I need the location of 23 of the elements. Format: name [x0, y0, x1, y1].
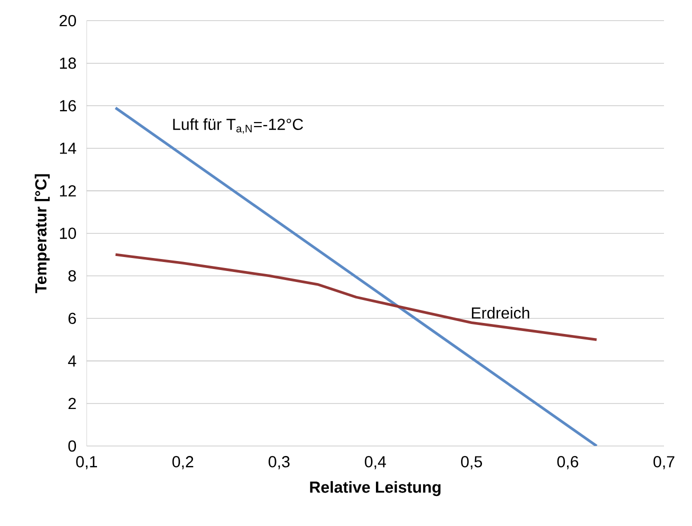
- x-tick-label: 0,6: [557, 456, 578, 470]
- x-tick-label: 0,2: [172, 456, 194, 470]
- y-tick-label: 10: [60, 228, 76, 239]
- x-tick-label: 0,5: [461, 456, 482, 470]
- x-axis-title: Relative Leistung: [310, 481, 440, 496]
- y-tick-label: 18: [60, 58, 76, 69]
- x-tick-label: 0,7: [654, 456, 674, 470]
- y-tick-label: 20: [60, 15, 76, 26]
- annotation: Erdreich: [472, 306, 530, 319]
- y-tick-label: 14: [60, 142, 76, 154]
- y-tick-label: 16: [60, 100, 76, 112]
- y-tick-label: 8: [68, 270, 76, 282]
- x-tick-label: 0,3: [268, 456, 290, 470]
- y-tick-label: 6: [68, 312, 76, 324]
- line-series: [114, 253, 598, 341]
- x-tick-label: 0,1: [76, 456, 98, 470]
- annotation: Luft für T$_{a,N}$=-12°C: [173, 118, 304, 134]
- x-tick-label: 0,4: [364, 456, 386, 470]
- y-tick-label: 12: [60, 185, 76, 196]
- y-tick-label: 4: [68, 355, 76, 366]
- y-tick-label: 0: [68, 440, 76, 452]
- y-tick-label: 2: [68, 398, 76, 410]
- y-axis-title: Temperatur [°C]: [34, 174, 50, 294]
